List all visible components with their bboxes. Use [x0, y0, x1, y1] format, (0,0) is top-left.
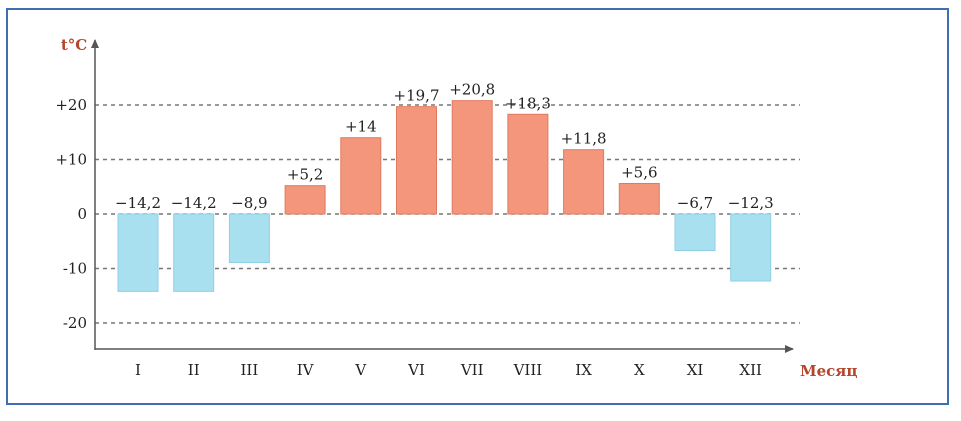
bar-IV	[284, 185, 326, 215]
category-label: V	[354, 361, 367, 379]
data-label: +5,2	[287, 166, 323, 184]
bar-VI	[396, 106, 437, 215]
y-axis-label: t°C	[61, 36, 87, 54]
category-label: III	[241, 361, 259, 379]
category-label: IV	[297, 361, 315, 379]
data-label: −14,2	[171, 194, 217, 212]
data-label: +11,8	[561, 130, 607, 148]
y-tick-label: +10	[55, 151, 87, 169]
y-tick-label: -10	[63, 260, 87, 278]
y-tick-label: 0	[77, 205, 87, 223]
data-label: −14,2	[115, 194, 161, 212]
x-axis-label: Месяц	[800, 362, 857, 380]
axes: t°C Месяц	[61, 36, 858, 380]
category-label: VII	[460, 361, 484, 379]
bar-V	[340, 137, 382, 215]
data-label: +18,3	[505, 94, 551, 112]
category-label: II	[188, 361, 200, 379]
y-tick-label: +20	[55, 96, 87, 114]
bar-III	[228, 213, 270, 264]
bar-XI	[674, 213, 716, 252]
data-label: +14	[345, 118, 377, 136]
bar-IX	[563, 149, 605, 215]
data-label: +19,7	[394, 87, 440, 105]
bar-VIII	[507, 113, 549, 215]
bar-VII	[451, 100, 493, 215]
category-label: XII	[739, 361, 762, 379]
y-tick-label: -20	[63, 314, 87, 332]
data-label: −8,9	[231, 194, 267, 212]
labels: +20 +10 0 -10 -20 −14,2 I −14,2 II −8,9 III +5,2 IV +…	[55, 81, 773, 379]
bar-I	[117, 213, 159, 292]
data-label: +20,8	[449, 81, 495, 99]
category-label: IX	[575, 361, 592, 379]
bar-II	[173, 213, 215, 292]
bar-X	[618, 182, 660, 215]
bars	[117, 100, 772, 292]
data-label: −12,3	[728, 194, 774, 212]
category-label: XI	[687, 361, 704, 379]
data-label: −6,7	[677, 194, 713, 212]
category-label: I	[135, 361, 141, 379]
category-label: VI	[407, 361, 425, 379]
category-label: VIII	[513, 361, 543, 379]
data-label: +5,6	[621, 163, 657, 181]
bar-XII	[730, 213, 772, 282]
category-label: X	[634, 361, 645, 379]
